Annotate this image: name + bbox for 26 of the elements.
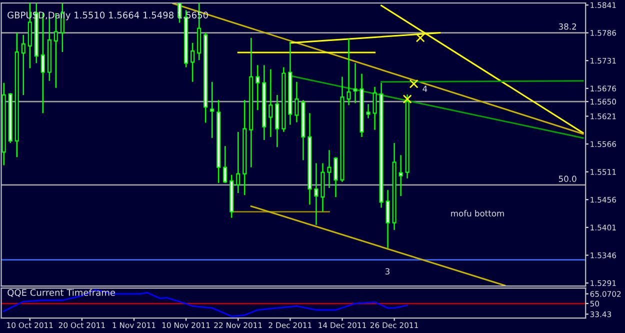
line-series — [3, 289, 408, 318]
candlestick — [366, 103, 370, 119]
annotation: mofu bottom — [451, 210, 504, 216]
annotation: 3 — [386, 268, 390, 275]
candlestick — [190, 42, 195, 82]
candlestick — [21, 34, 26, 96]
point — [416, 33, 425, 42]
annotation: 38.2 — [558, 23, 576, 30]
annotation: 4 — [422, 86, 428, 92]
candlestick — [294, 81, 299, 123]
candlestick — [353, 62, 358, 104]
point — [402, 94, 412, 104]
candlestick — [334, 156, 338, 198]
candlestick — [256, 64, 260, 111]
candlestick — [386, 189, 390, 249]
candlestick — [314, 162, 318, 226]
candlestick — [210, 81, 214, 139]
candlestick — [346, 38, 351, 106]
candlestick — [223, 145, 228, 184]
annotation: 50.0 — [558, 176, 576, 182]
candlestick — [268, 68, 273, 138]
point — [409, 79, 418, 88]
candlestick — [327, 149, 332, 189]
candlestick — [236, 131, 240, 194]
candlestick — [372, 86, 377, 130]
candlestick — [398, 154, 403, 197]
